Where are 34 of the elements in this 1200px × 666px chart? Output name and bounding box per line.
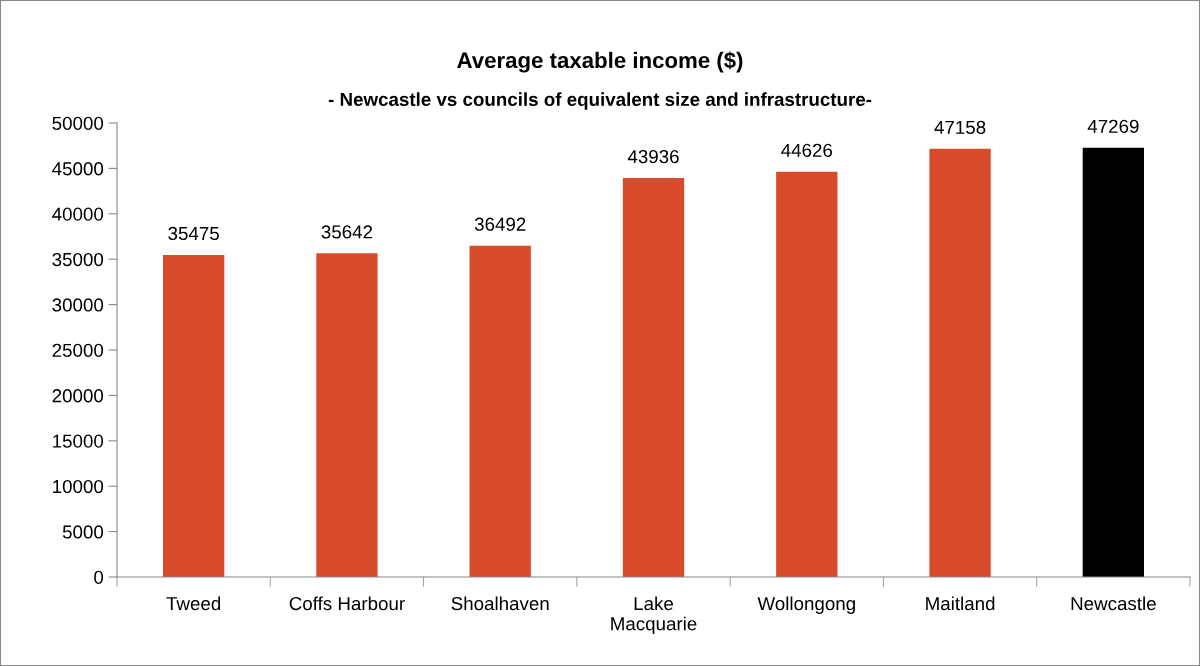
- data-label: 35642: [321, 225, 373, 239]
- x-tick-label: Shoalhaven: [451, 596, 549, 611]
- data-label: 43936: [627, 149, 679, 164]
- data-label: 36492: [474, 217, 526, 231]
- x-tick-label: Newcastle: [1071, 596, 1156, 611]
- bar: [162, 254, 225, 577]
- x-tick-label: Coffs Harbour: [289, 596, 405, 611]
- y-tick-label: 30000: [52, 298, 104, 312]
- y-tick-label: 5000: [62, 525, 104, 539]
- y-tick-label: 10000: [53, 479, 104, 494]
- y-tick-label: 15000: [53, 434, 104, 448]
- chart-title: Average taxable income ($): [457, 51, 743, 73]
- data-label: 44626: [781, 143, 833, 157]
- x-tick-label: Wollongong: [757, 596, 855, 614]
- bar: [1082, 147, 1145, 577]
- y-tick-label: 35000: [52, 252, 104, 267]
- bar: [776, 171, 838, 577]
- bar: [316, 253, 378, 577]
- bar: [622, 178, 685, 577]
- y-tick-label: 40000: [52, 207, 104, 221]
- y-tick-label: 50000: [52, 116, 104, 130]
- x-tick-label: Maitland: [926, 596, 995, 611]
- x-tick-label: Lake Macquarie: [611, 596, 697, 635]
- bar: [469, 245, 531, 577]
- chart-subtitle: - Newcastle vs councils of equivalent size and infrastructure-: [328, 92, 872, 110]
- y-tick-label: 20000: [52, 389, 104, 403]
- bar: [929, 148, 991, 577]
- data-label: 47158: [934, 120, 986, 134]
- y-tick-label: 0: [94, 570, 104, 584]
- data-label: 35475: [168, 226, 219, 241]
- x-tick-label: Tweed: [166, 596, 221, 611]
- y-tick-label: 25000: [52, 343, 104, 357]
- data-label: 47269: [1087, 119, 1139, 133]
- y-tick-label: 45000: [52, 162, 104, 176]
